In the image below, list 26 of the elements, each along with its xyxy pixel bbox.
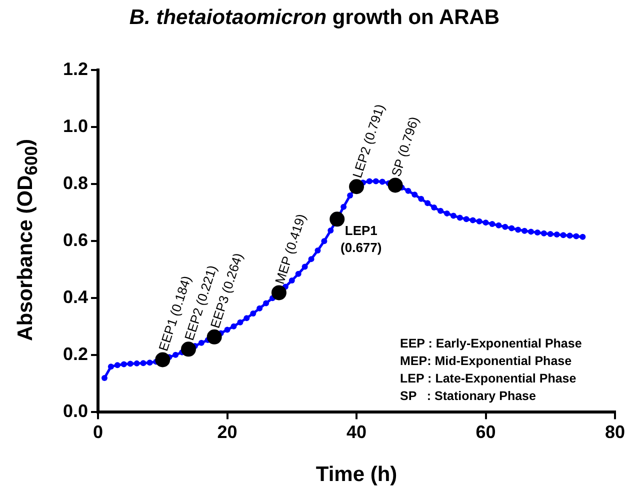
- annotation: SP : Stationary Phase: [400, 389, 536, 404]
- annotation: LEP1 (0.677): [340, 223, 382, 256]
- point: [180, 342, 196, 357]
- y-tick-label: 1.0: [62, 116, 88, 136]
- point: [155, 352, 170, 368]
- chart-title: B. thetaiotaomicron growth on ARAB: [128, 6, 501, 30]
- x-tick-label: 20: [217, 422, 238, 442]
- y-tick-label: 0.6: [62, 230, 88, 250]
- x-tick-label: 0: [93, 422, 104, 442]
- annotation: EEP : Early-Exponential Phase: [400, 336, 582, 351]
- point: [330, 212, 345, 227]
- point: [206, 329, 222, 344]
- y-tick-label: 0.0: [62, 401, 88, 422]
- x-tick-label: 40: [346, 422, 367, 442]
- annotation: MEP: Mid-Exponential Phase: [400, 354, 572, 368]
- y-tick-label: 0.8: [62, 173, 88, 194]
- point: [388, 178, 403, 193]
- x-tick-label: 80: [604, 422, 626, 442]
- y-tick-label: 0.4: [62, 287, 88, 308]
- x-axis-title: Time (h): [316, 463, 398, 486]
- x-tick-label: 60: [476, 422, 496, 442]
- y-tick-label: 1.2: [62, 58, 88, 79]
- point: [271, 285, 286, 300]
- annotation: LEP : Late-Exponential Phase: [400, 372, 576, 386]
- y-tick-label: 0.2: [62, 344, 88, 364]
- point: [349, 179, 364, 194]
